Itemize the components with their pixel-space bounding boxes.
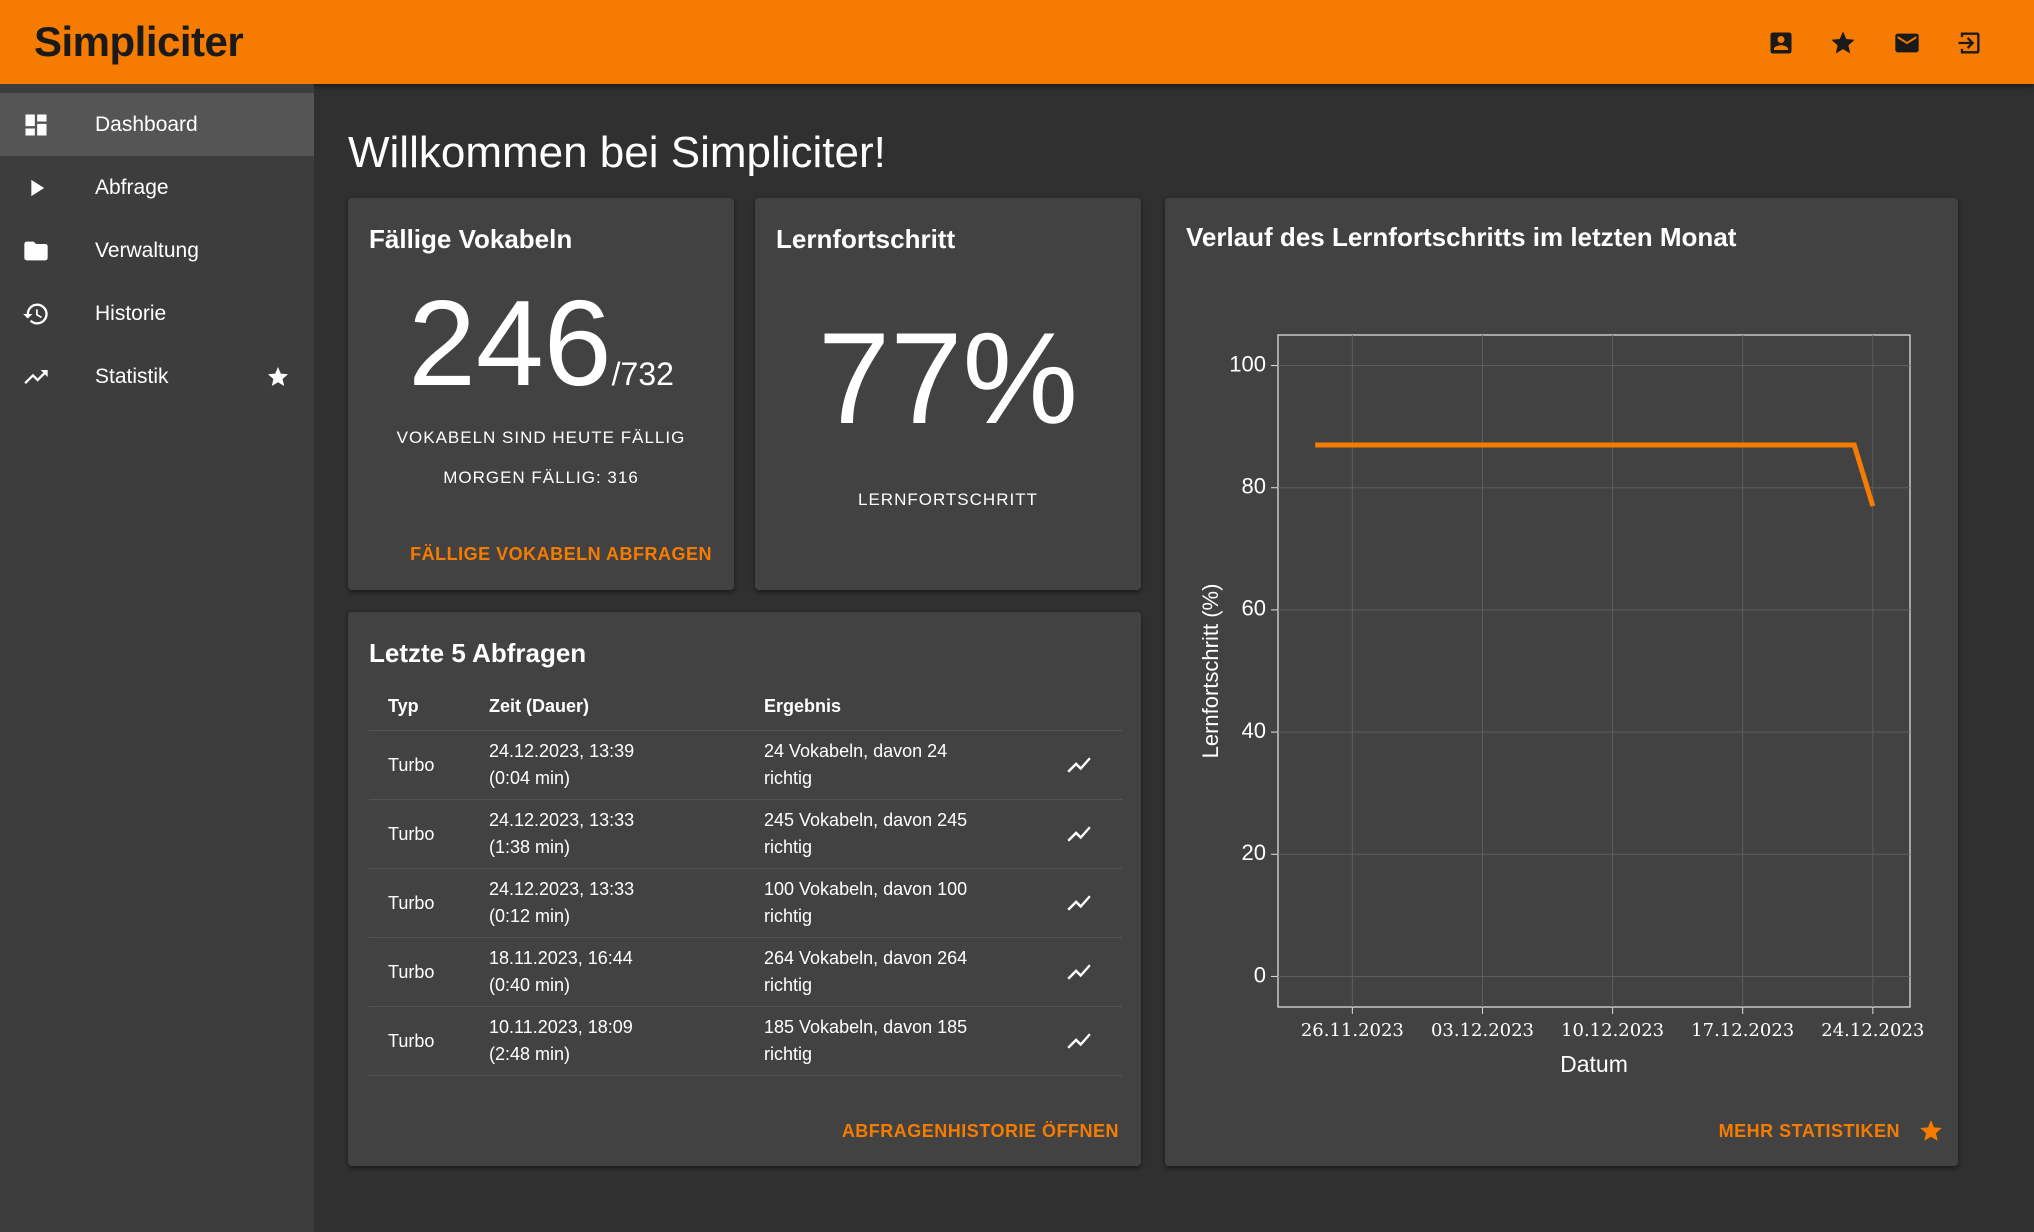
mail-icon[interactable] [1892, 29, 1922, 57]
row-divider [369, 1075, 1122, 1076]
row-divider [369, 868, 1122, 869]
card-title: Letzte 5 Abfragen [369, 638, 587, 668]
cell-duration: (1:38 min) [489, 837, 571, 857]
due-label: VOKABELN SIND HEUTE FÄLLIG [396, 428, 686, 447]
column-header: Typ [388, 696, 419, 716]
cell-duration: (0:12 min) [489, 906, 571, 926]
cell-result: 185 Vokabeln, davon 185 richtig [764, 1017, 968, 1064]
y-tick-label: 20 [1242, 840, 1266, 865]
history-action[interactable]: ABFRAGENHISTORIE ÖFFNEN [841, 1121, 1119, 1141]
trending-icon [24, 370, 48, 384]
folder-icon [24, 241, 48, 261]
y-tick-label: 80 [1242, 474, 1266, 499]
cell-duration: (0:40 min) [489, 975, 571, 995]
nav-label: Historie [95, 302, 167, 325]
stats-action[interactable]: MEHR STATISTIKEN [1718, 1121, 1900, 1141]
chart-card: Verlauf des Lernfortschritts im letzten … [1165, 198, 1958, 1166]
trend-icon[interactable] [1064, 1027, 1094, 1063]
x-tick-label: 24.12.2023 [1821, 1020, 1924, 1041]
nav-label: Dashboard [95, 113, 198, 136]
due-total: /732 [611, 356, 674, 392]
x-tick-label: 03.12.2023 [1431, 1020, 1534, 1041]
app-bar: Simpliciter [0, 0, 2034, 84]
row-divider [369, 1006, 1122, 1007]
cell-time: 18.11.2023, 16:44 [489, 948, 633, 968]
row-divider [369, 937, 1122, 938]
cell-result: 24 Vokabeln, davon 24 richtig [764, 741, 948, 788]
cell-duration: (0:04 min) [489, 768, 571, 788]
nav-label: Abfrage [95, 176, 169, 199]
cell-type: Turbo [388, 962, 435, 982]
nav-item[interactable]: Statistik [0, 345, 314, 408]
star-icon [1920, 1120, 1942, 1141]
row-divider [369, 730, 1122, 731]
cell-result: 245 Vokabeln, davon 245 richtig [764, 810, 968, 857]
nav-label: Statistik [95, 365, 169, 388]
y-tick-label: 100 [1229, 351, 1266, 376]
y-tick-label: 0 [1254, 962, 1266, 987]
recent-card: Letzte 5 Abfragen Typ Zeit (Dauer) Ergeb… [348, 612, 1141, 1166]
x-tick-label: 26.11.2023 [1301, 1020, 1404, 1041]
nav-item[interactable]: Verwaltung [0, 219, 314, 282]
progress-card: Lernfortschritt 77% LERNFORTSCHRITT [755, 198, 1141, 590]
trend-icon[interactable] [1064, 820, 1094, 856]
history-icon [23, 303, 48, 325]
dashboard-icon [25, 114, 47, 136]
sidebar: Dashboard Abfrage Verwaltung Historie St… [0, 84, 314, 1232]
x-tick-label: 17.12.2023 [1691, 1020, 1794, 1041]
plot-area [1277, 334, 1911, 1008]
nav-label: Verwaltung [95, 239, 199, 262]
cell-duration: (2:48 min) [489, 1044, 571, 1064]
star-icon [268, 367, 288, 386]
card-title: Fällige Vokabeln [369, 224, 573, 254]
y-tick-label: 40 [1242, 718, 1266, 743]
row-divider [369, 799, 1122, 800]
favorites-icon[interactable] [1829, 29, 1857, 57]
cell-type: Turbo [388, 755, 435, 775]
y-tick-label: 60 [1242, 596, 1266, 621]
cell-result: 264 Vokabeln, davon 264 richtig [764, 948, 968, 995]
chart: Verlauf des Lernfortschritts im letzten … [1186, 222, 1924, 1077]
profile-icon[interactable] [1767, 29, 1795, 57]
card-title: Lernfortschritt [776, 224, 956, 254]
nav-item[interactable]: Historie [0, 282, 314, 345]
cell-type: Turbo [388, 1031, 435, 1051]
trend-icon[interactable] [1064, 958, 1094, 994]
x-axis-label: Datum [1560, 1051, 1628, 1077]
y-axis-label: Lernfortschritt (%) [1198, 584, 1223, 759]
cell-type: Turbo [388, 824, 435, 844]
due-card: Fällige Vokabeln 246/732 VOKABELN SIND H… [348, 198, 734, 590]
cell-time: 24.12.2023, 13:33 [489, 879, 635, 899]
cell-type: Turbo [388, 893, 435, 913]
brand: Simpliciter [34, 18, 244, 65]
column-header: Ergebnis [764, 696, 842, 716]
due-count: 246 [408, 275, 612, 411]
chart-title: Verlauf des Lernfortschritts im letzten … [1186, 222, 1737, 252]
cell-time: 24.12.2023, 13:33 [489, 810, 635, 830]
trend-icon[interactable] [1064, 751, 1094, 787]
cell-time: 10.11.2023, 18:09 [489, 1017, 633, 1037]
data-line [1315, 442, 1876, 507]
due-tomorrow: MORGEN FÄLLIG: 316 [443, 468, 639, 487]
column-header: Zeit (Dauer) [489, 696, 590, 716]
x-tick-label: 10.12.2023 [1561, 1020, 1664, 1041]
progress-value: 77% [817, 305, 1079, 451]
due-action[interactable]: FÄLLIGE VOKABELN ABFRAGEN [410, 544, 712, 564]
welcome-heading: Willkommen bei Simpliciter! [348, 128, 886, 177]
cell-result: 100 Vokabeln, davon 100 richtig [764, 879, 968, 926]
progress-label: LERNFORTSCHRITT [858, 490, 1038, 509]
nav-item[interactable]: Dashboard [0, 93, 314, 156]
trend-icon[interactable] [1064, 889, 1094, 925]
nav-item[interactable]: Abfrage [0, 156, 314, 219]
due-count-box: 246/732 [348, 278, 734, 408]
logout-icon[interactable] [1955, 29, 1983, 57]
play-icon [31, 179, 45, 197]
cell-time: 24.12.2023, 13:39 [489, 741, 635, 761]
